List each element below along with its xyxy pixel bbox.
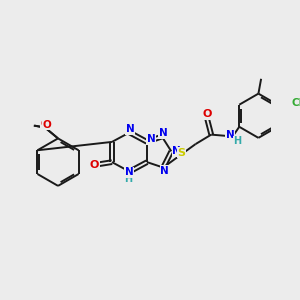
Text: O: O: [41, 119, 50, 129]
Text: N: N: [159, 128, 168, 138]
Text: O: O: [202, 109, 212, 119]
Text: N: N: [126, 124, 134, 134]
Text: Cl: Cl: [292, 98, 300, 107]
Text: N: N: [147, 134, 155, 144]
Text: N: N: [172, 146, 181, 156]
Text: H: H: [124, 174, 132, 184]
Text: N: N: [226, 130, 235, 140]
Text: S: S: [177, 148, 185, 158]
Text: N: N: [124, 167, 133, 177]
Text: H: H: [234, 136, 242, 146]
Text: O: O: [90, 160, 99, 170]
Text: N: N: [160, 166, 169, 176]
Text: O: O: [42, 120, 51, 130]
Text: O: O: [41, 119, 50, 129]
